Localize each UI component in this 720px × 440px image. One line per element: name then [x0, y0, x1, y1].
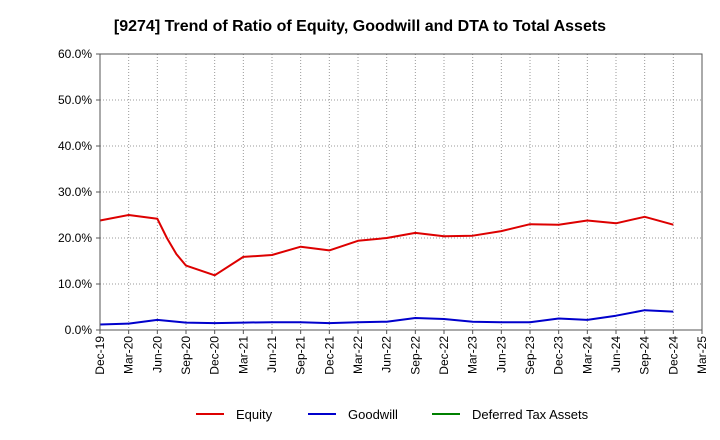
x-tick-label: Mar-22: [351, 336, 365, 374]
x-tick-label: Jun-24: [609, 336, 623, 373]
x-tick-label: Mar-24: [580, 336, 594, 374]
series-line-goodwill: [99, 309, 674, 326]
x-axis-ticks: Dec-19 Mar-20 Jun-20 Sep-20 Dec-20 Mar-21 Jun-…: [93, 330, 709, 375]
x-tick-label: Mar-21: [236, 336, 250, 374]
x-tick-label: Sep-23: [523, 336, 537, 375]
legend-label-deferred-tax-assets: Deferred Tax Assets: [472, 407, 589, 422]
y-tick-label: 30.0%: [58, 185, 92, 199]
x-tick-label: Mar-25: [695, 336, 709, 374]
legend: Equity Goodwill Deferred Tax Assets: [196, 407, 589, 422]
x-tick-label: Mar-20: [122, 336, 136, 374]
x-tick-label: Jun-21: [265, 336, 279, 373]
x-tick-label: Jun-20: [150, 336, 164, 373]
x-tick-label: Dec-23: [552, 336, 566, 375]
series-line-equity: [99, 214, 674, 277]
y-tick-label: 10.0%: [58, 277, 92, 291]
x-tick-label: Sep-21: [294, 336, 308, 375]
x-tick-label: Dec-19: [93, 336, 107, 375]
y-tick-label: 60.0%: [58, 47, 92, 61]
x-tick-label: Dec-21: [322, 336, 336, 375]
x-tick-label: Jun-23: [494, 336, 508, 373]
series-lines: [99, 214, 674, 326]
plot-frame: [99, 53, 703, 331]
chart-title: [9274] Trend of Ratio of Equity, Goodwil…: [114, 18, 606, 35]
x-tick-label: Dec-22: [437, 336, 451, 375]
y-tick-label: 0.0%: [65, 323, 93, 337]
x-tick-label: Dec-24: [666, 336, 680, 375]
y-tick-label: 20.0%: [58, 231, 92, 245]
x-tick-label: Mar-23: [466, 336, 480, 374]
grid: [99, 53, 703, 331]
x-tick-label: Sep-22: [408, 336, 422, 375]
x-tick-label: Sep-20: [179, 336, 193, 375]
y-tick-label: 40.0%: [58, 139, 92, 153]
y-axis-ticks: 0.0% 10.0% 20.0% 30.0% 40.0% 50.0% 60.0%: [58, 47, 100, 337]
x-tick-label: Jun-22: [380, 336, 394, 373]
legend-label-equity: Equity: [236, 407, 273, 422]
x-tick-label: Sep-24: [638, 336, 652, 375]
x-tick-label: Dec-20: [208, 336, 222, 375]
y-tick-label: 50.0%: [58, 93, 92, 107]
legend-label-goodwill: Goodwill: [348, 407, 398, 422]
